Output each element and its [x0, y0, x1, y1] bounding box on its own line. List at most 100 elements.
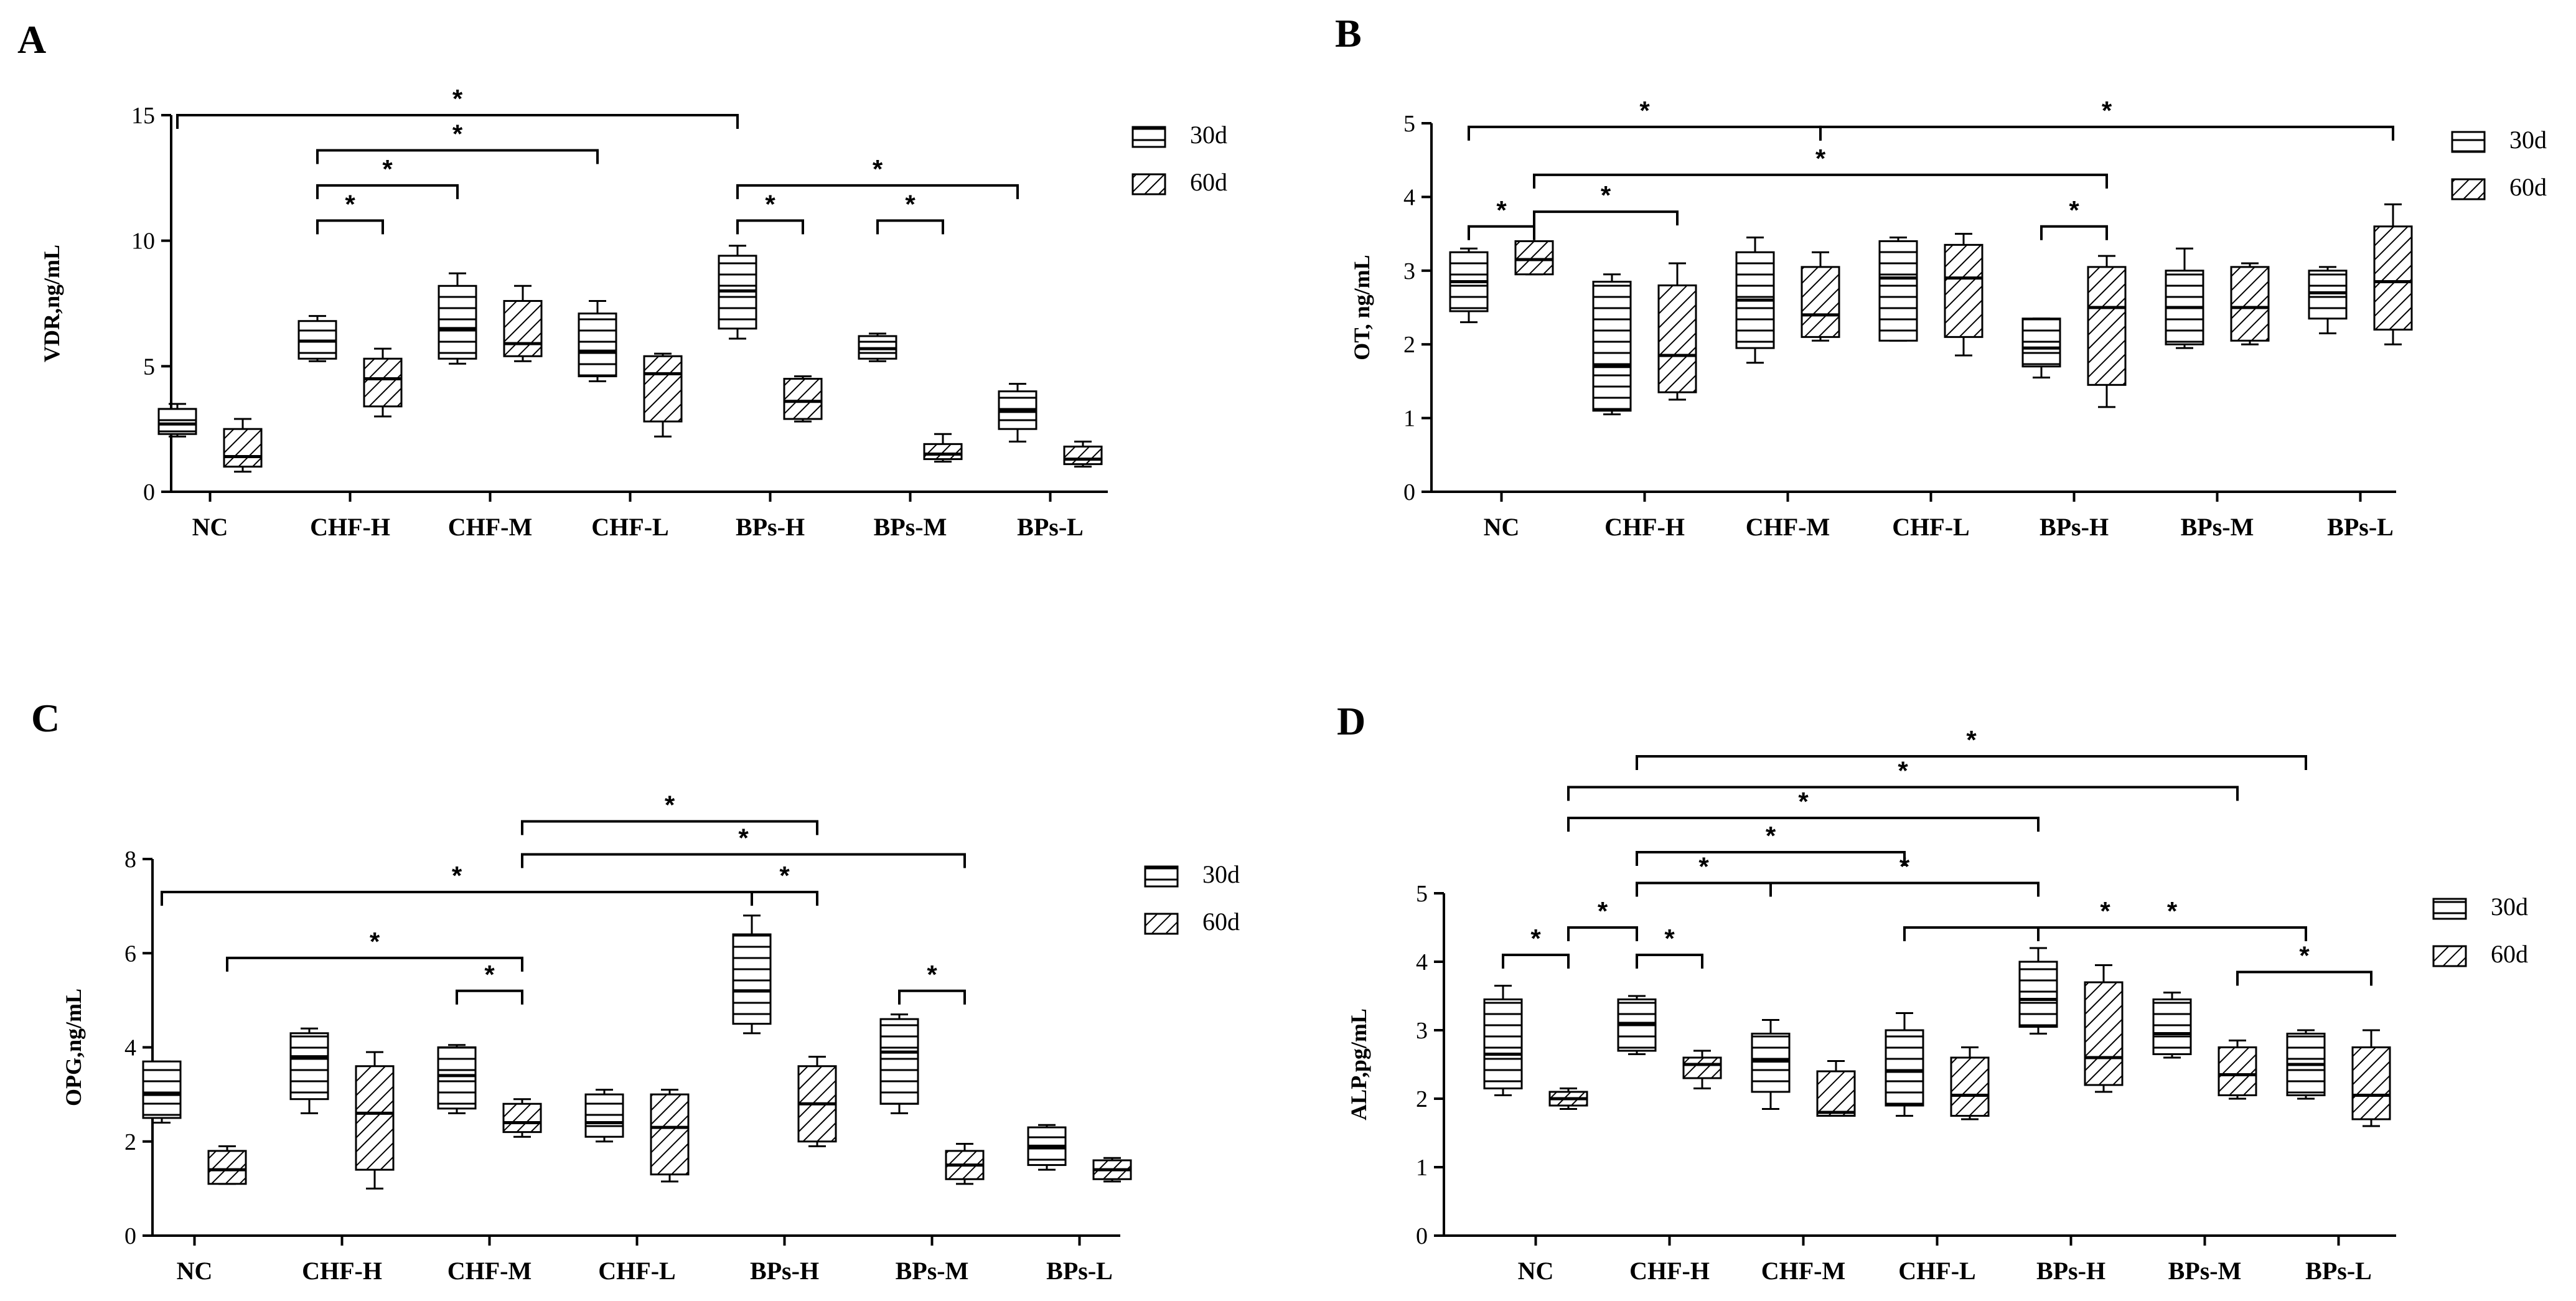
- box-30d-BPs-H: [2021, 317, 2061, 378]
- significance-bracket: *: [1502, 924, 1570, 969]
- box-60d-CHF-M: [502, 1098, 542, 1138]
- y-tick-label: 3: [1403, 258, 1415, 284]
- box-30d-NC: [157, 403, 197, 438]
- significance-star: *: [738, 823, 749, 852]
- significance-star: *: [779, 861, 790, 890]
- legend: 30d 60d: [2432, 893, 2528, 968]
- box-60d-BPs-M: [2230, 262, 2270, 345]
- box-body: [1682, 1056, 1722, 1079]
- legend-label-60d: 60d: [2491, 940, 2528, 968]
- y-tick-label: 2: [1416, 1086, 1428, 1112]
- box-60d-CHF-H: [1657, 262, 1697, 401]
- y-tick-label: 1: [1403, 406, 1415, 432]
- box-body: [223, 428, 263, 468]
- significance-bracket: *: [161, 861, 753, 906]
- box-30d-BPs-L: [1027, 1124, 1067, 1171]
- box-body: [732, 933, 772, 1025]
- box-30d-BPs-M: [858, 332, 897, 362]
- box-30d-CHF-M: [438, 272, 477, 365]
- significance-star: *: [382, 154, 393, 184]
- category-label: BPs-M: [896, 1257, 969, 1285]
- significance-bracket: *: [1567, 896, 1638, 941]
- legend-swatch-30d: [1131, 126, 1166, 148]
- significance-bracket: *: [2037, 896, 2307, 941]
- bracket-line: [2037, 926, 2307, 941]
- box-30d-NC: [1483, 985, 1523, 1096]
- significance-star: *: [1530, 924, 1541, 953]
- y-tick-label: 6: [124, 941, 136, 967]
- legend-swatch-60d: [2451, 178, 2486, 200]
- significance-bracket: *: [2236, 941, 2372, 986]
- box-60d-BPs-L: [1063, 440, 1103, 468]
- box-30d-CHF-L: [1885, 1012, 1924, 1117]
- significance-star: *: [370, 927, 380, 956]
- category-label: CHF-M: [447, 1257, 532, 1285]
- box-body: [2373, 225, 2413, 331]
- significance-star: *: [1664, 924, 1675, 953]
- bracket-line: [2236, 970, 2372, 986]
- significance-bracket: *: [1468, 96, 1822, 141]
- category-label: CHF-M: [448, 513, 533, 541]
- category-label: BPs-L: [2305, 1257, 2372, 1285]
- bracket-line: [1533, 173, 2108, 189]
- y-tick-label: 0: [124, 1223, 136, 1249]
- significance-star: *: [1899, 852, 1910, 881]
- legend-swatch-60d: [1144, 913, 1179, 935]
- legend-label-30d: 30d: [1190, 121, 1227, 149]
- box-30d-BPs-L: [2308, 266, 2348, 334]
- bracket-line: [1819, 125, 2394, 141]
- box-body: [2230, 266, 2270, 342]
- box-60d-NC: [223, 418, 263, 473]
- bracket-line: [1769, 881, 2040, 897]
- box-30d-CHF-H: [1592, 273, 1632, 416]
- box-body: [1751, 1033, 1791, 1093]
- bracket-line: [1636, 881, 1772, 897]
- legend-label-30d: 30d: [2509, 126, 2547, 154]
- y-axis-title: VDR,ng/mL: [39, 245, 64, 362]
- significance-star: *: [1601, 181, 1611, 210]
- significance-bracket: *: [1468, 195, 1535, 240]
- significance-bracket: *: [521, 823, 966, 868]
- significance-bracket: *: [736, 189, 804, 235]
- significance-bracket: *: [1636, 852, 1772, 897]
- bracket-line: [898, 989, 966, 1005]
- box-60d-CHF-H: [363, 347, 403, 418]
- category-label: NC: [177, 1257, 213, 1285]
- bracket-line: [1636, 755, 2307, 770]
- box-body: [1657, 284, 1697, 393]
- box-60d-BPs-H: [2084, 964, 2124, 1093]
- y-tick-label: 4: [124, 1035, 136, 1061]
- category-label: NC: [192, 513, 228, 541]
- significance-star: *: [1598, 896, 1608, 926]
- box-60d-CHF-L: [1950, 1046, 1990, 1120]
- significance-bracket: *: [736, 154, 1019, 199]
- bracket-line: [176, 114, 739, 129]
- y-tick-label: 1: [1416, 1155, 1428, 1181]
- significance-bracket: *: [1567, 756, 2239, 801]
- category-label: CHF-M: [1761, 1257, 1846, 1285]
- significance-bracket: *: [751, 861, 818, 906]
- category-label: BPs-H: [750, 1257, 819, 1285]
- significance-bracket: *: [316, 189, 384, 235]
- category-label: BPs-H: [736, 513, 805, 541]
- box-30d-CHF-L: [1878, 237, 1918, 342]
- significance-star: *: [452, 119, 463, 148]
- box-30d-NC: [142, 1060, 182, 1124]
- box-30d-BPs-M: [2152, 992, 2192, 1059]
- box-body: [783, 378, 823, 420]
- box-body: [207, 1150, 247, 1185]
- box-body: [2308, 270, 2348, 320]
- legend-swatch-60d: [2432, 945, 2467, 967]
- significance-star: *: [1766, 821, 1776, 850]
- box-body: [438, 284, 477, 360]
- box-30d-CHF-L: [584, 1089, 624, 1143]
- significance-star: *: [1898, 756, 1908, 786]
- legend-swatch-30d: [1144, 865, 1179, 888]
- box-60d-CHF-L: [1944, 233, 1984, 357]
- box-30d-BPs-H: [2018, 947, 2058, 1035]
- y-tick-label: 15: [131, 103, 155, 129]
- y-tick-label: 3: [1416, 1018, 1428, 1044]
- significance-bracket: *: [876, 189, 944, 235]
- significance-bracket: *: [316, 119, 599, 164]
